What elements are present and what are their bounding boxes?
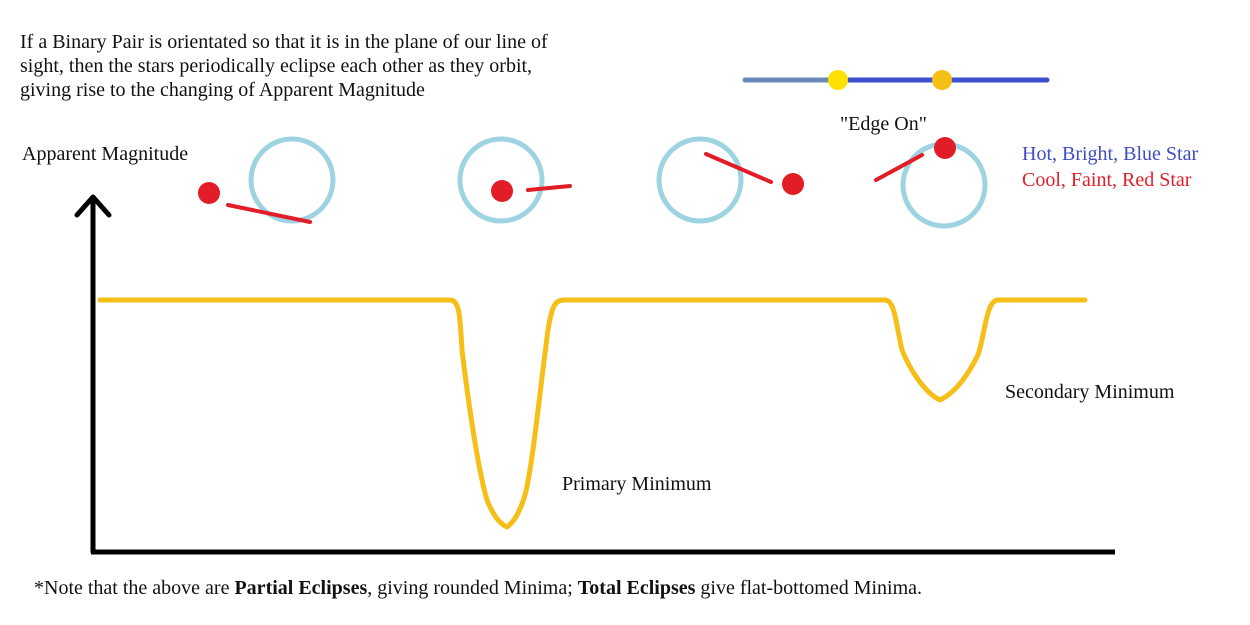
intro-line-1: If a Binary Pair is orientated so that i… [20,31,548,53]
hot-star-outline [248,136,336,224]
cool-star [782,173,804,195]
intro-line-3: giving rise to the changing of Apparent … [20,79,425,101]
y-axis-arrow-head [74,194,112,218]
footnote-total-eclipses: Total Eclipses [577,577,696,599]
edge-on-star-right [932,70,952,90]
axis-label-apparent-magnitude: Apparent Magnitude [22,143,189,165]
cool-star [198,182,220,204]
edge-on-label: "Edge On" [840,113,927,135]
orbit-phase-3 [656,136,804,224]
footnote-part-1: *Note that the above are [34,577,235,599]
intro-line-2: sight, then the stars periodically eclip… [20,55,533,77]
orbit-path-line [526,184,572,192]
orbit-phase-4 [874,137,988,229]
orbit-path-line [874,153,924,182]
orbit-phase-2 [457,136,572,224]
edge-on-view [742,70,1050,90]
light-curve [97,297,1088,530]
intro-text: If a Binary Pair is orientated so that i… [20,30,548,102]
footnote: *Note that the above are Partial Eclipse… [34,577,922,600]
primary-minimum-label: Primary Minimum [562,473,712,495]
hot-star-outline [656,136,744,224]
edge-on-star-left [828,70,848,90]
footnote-part-3: give flat-bottomed Minima. [695,577,923,599]
cool-star [491,180,513,202]
hot-star-outline [457,136,545,224]
footnote-part-2: , giving rounded Minima; [367,577,578,599]
legend-hot-star: Hot, Bright, Blue Star [1022,143,1199,165]
orbit-path-line [226,203,312,224]
orbit-phase-1 [198,136,336,224]
legend: Hot, Bright, Blue Star Cool, Faint, Red … [1022,141,1198,193]
footnote-partial-eclipses: Partial Eclipses [234,577,368,599]
orbit-path-line [704,152,773,184]
secondary-minimum-label: Secondary Minimum [1005,381,1175,403]
legend-cool-star: Cool, Faint, Red Star [1022,169,1192,191]
axes [74,194,1115,555]
cool-star [934,137,956,159]
